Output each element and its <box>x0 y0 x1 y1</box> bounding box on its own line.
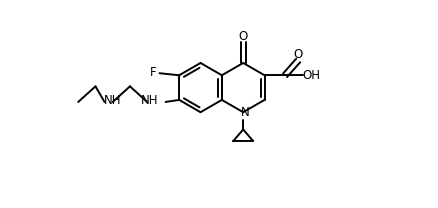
Text: F: F <box>150 66 157 79</box>
Text: O: O <box>293 48 303 61</box>
Text: OH: OH <box>303 69 321 82</box>
Text: NH: NH <box>141 94 159 107</box>
Text: NH: NH <box>103 94 121 107</box>
Text: O: O <box>239 30 248 43</box>
Text: N: N <box>240 106 249 119</box>
